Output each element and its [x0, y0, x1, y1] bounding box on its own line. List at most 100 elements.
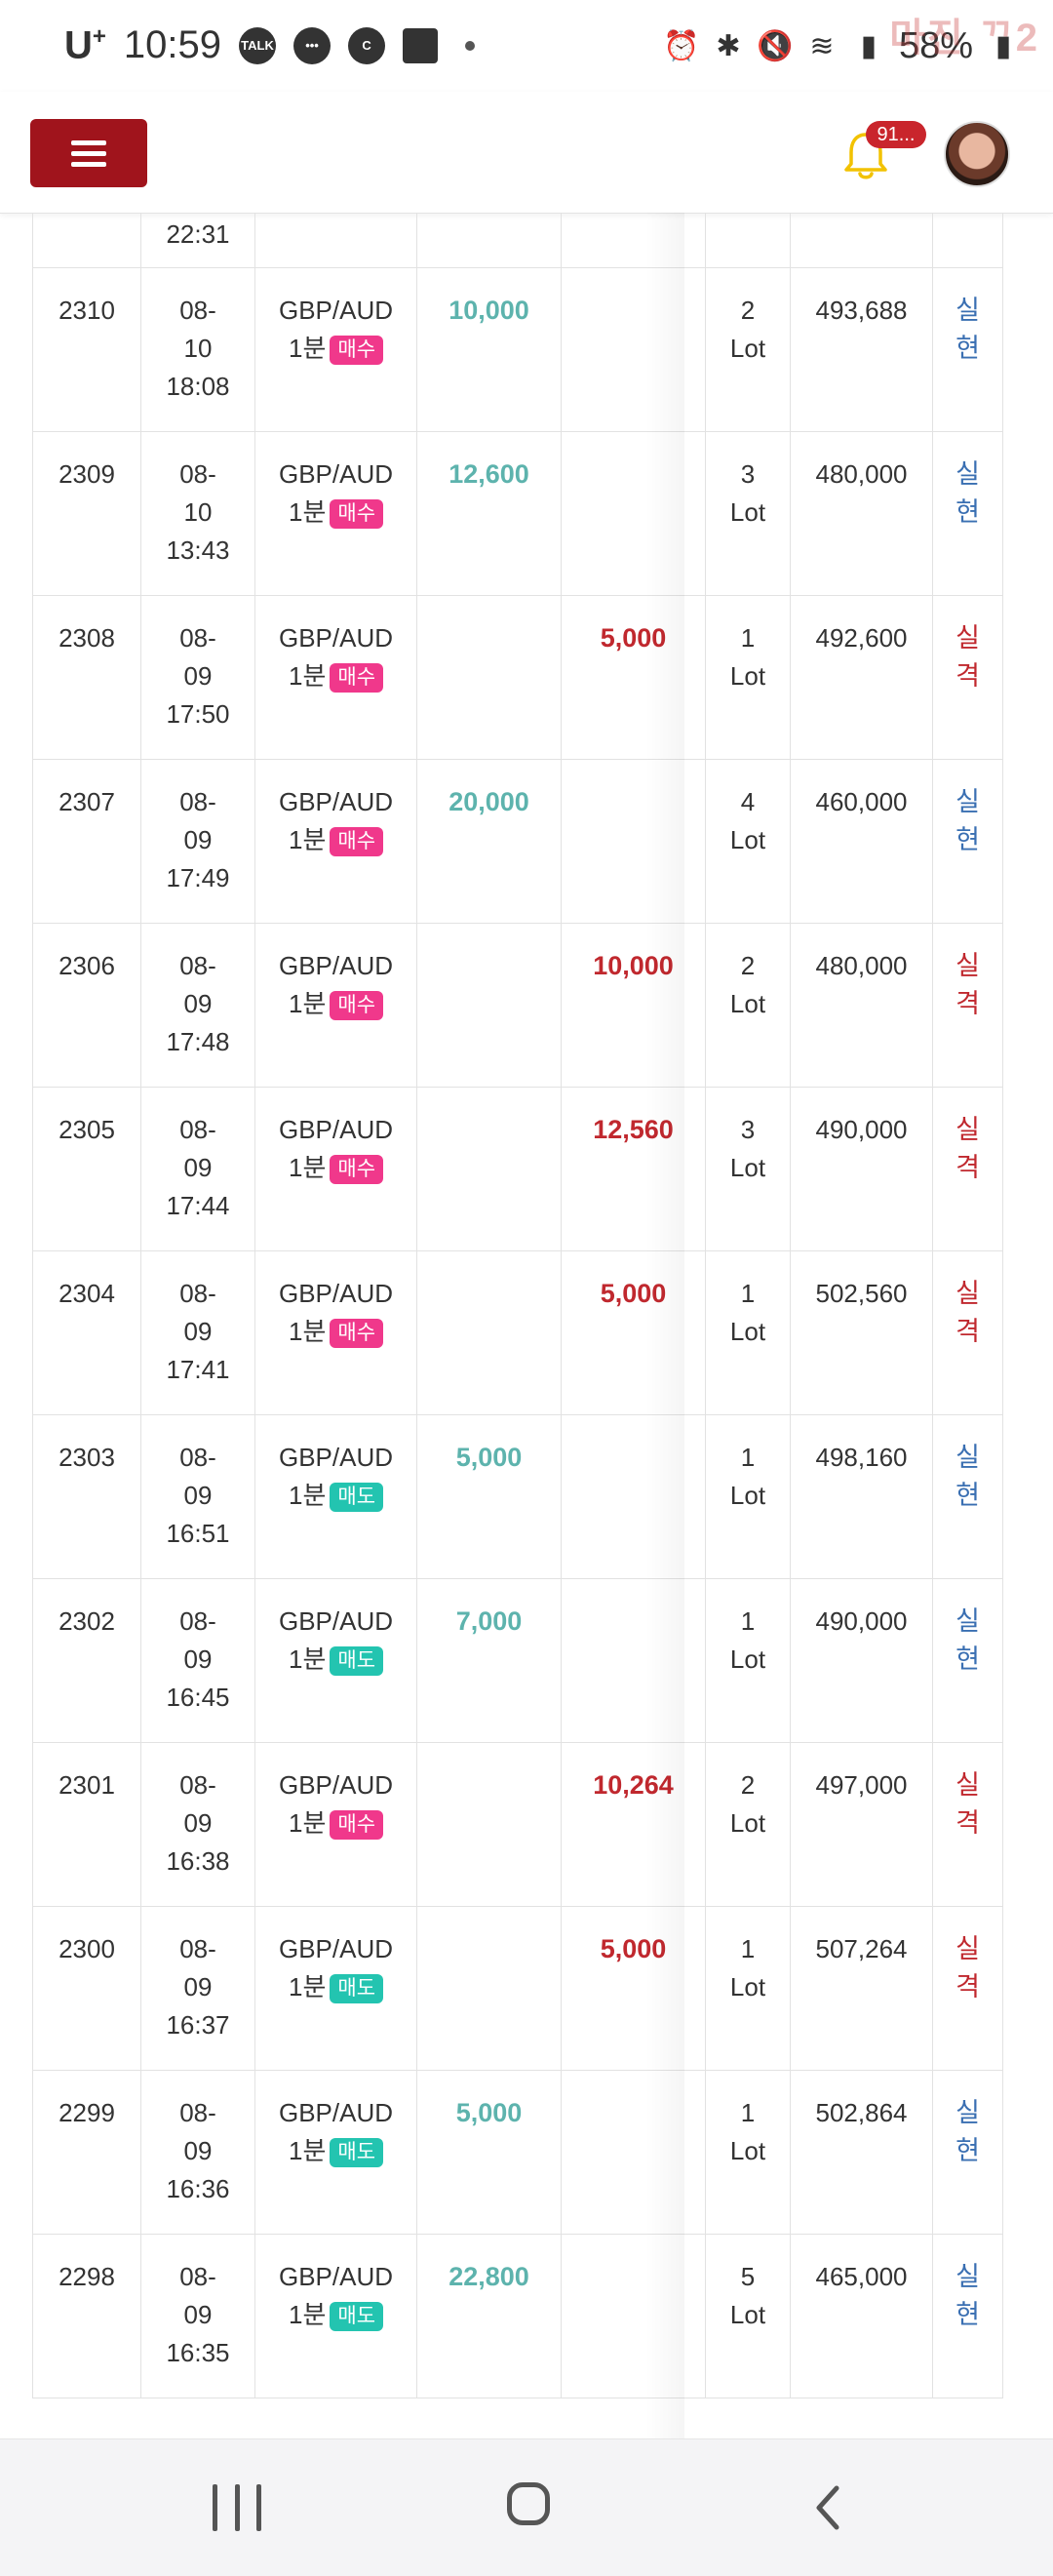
balance-amount: 492,600 — [815, 623, 908, 653]
cell-pair: GBP/AUD 1분 매도 — [254, 1578, 417, 1743]
side-badge: 매수 — [330, 1319, 384, 1349]
cell-pair: GBP/AUD 1분 매수 — [254, 1250, 417, 1415]
balance-amount: 498,160 — [815, 1443, 908, 1472]
cell-datetime: 08- 09 17:44 — [140, 1087, 255, 1251]
hamburger-icon — [71, 139, 106, 145]
result-char-2: 현 — [956, 825, 980, 854]
table-row[interactable]: 2305 08- 09 17:44 GBP/AUD 1분 매수 12,560 3 Lot 490,0… — [32, 1087, 1003, 1251]
cell-pair: GBP/AUD 1분 매도 — [254, 2070, 417, 2235]
table-row[interactable]: 2307 08- 09 17:49 GBP/AUD 1분 매수 20,000 4 Lot 460,0… — [32, 759, 1003, 924]
lot-count: 5 — [740, 2262, 756, 2291]
table-row[interactable]: 2301 08- 09 16:38 GBP/AUD 1분 매수 10,264 2 Lot 497,0… — [32, 1742, 1003, 1907]
date-day: 09 — [183, 2136, 213, 2165]
lot-count: 1 — [740, 623, 756, 653]
period: 1분 — [288, 1808, 327, 1838]
trade-number: 2299 — [58, 2098, 115, 2127]
lot-unit: Lot — [729, 989, 766, 1018]
currency-pair: GBP/AUD — [278, 459, 394, 489]
table-row[interactable]: 2300 08- 09 16:37 GBP/AUD 1분 매도 5,000 1 Lot 507,26… — [32, 1906, 1003, 2071]
cell-profit — [416, 1087, 562, 1251]
cell-balance: 492,600 — [790, 595, 933, 760]
cell-pair: GBP/AUD 1분 매수 — [254, 267, 417, 432]
cell-balance: 497,000 — [790, 1742, 933, 1907]
table-row[interactable]: 2306 08- 09 17:48 GBP/AUD 1분 매수 10,000 2 Lot 480,0… — [32, 923, 1003, 1088]
recent-apps-icon[interactable] — [213, 2484, 261, 2531]
result-char-1: 실 — [956, 1606, 980, 1636]
balance-amount: 460,000 — [815, 787, 908, 816]
cell-datetime: 08- 10 18:08 — [140, 267, 255, 432]
cell-profit — [416, 1742, 562, 1907]
cell-balance: 498,160 — [790, 1414, 933, 1579]
lot-unit: Lot — [729, 2300, 766, 2329]
notification-badge[interactable]: 91... — [866, 121, 926, 148]
cell-profit — [416, 213, 562, 268]
table-row[interactable]: 2308 08- 09 17:50 GBP/AUD 1분 매수 5,000 1 Lot 492,60… — [32, 595, 1003, 760]
c-app-icon: C — [348, 26, 386, 64]
period: 1분 — [288, 661, 327, 691]
cell-datetime: 08- 09 16:36 — [140, 2070, 255, 2235]
lot-count: 2 — [740, 296, 756, 325]
result-char-2: 현 — [956, 1481, 980, 1510]
loss-amount: 10,000 — [593, 951, 674, 980]
result-char-2: 현 — [956, 2136, 980, 2165]
cell-lots: 3 Lot — [705, 1087, 791, 1251]
trade-history-table-container[interactable]: 22:31 2310 08- 10 18:08 GBP/AUD 1분 매수 10,000 2 Lo… — [0, 213, 1053, 2438]
lot-unit: Lot — [729, 1153, 766, 1182]
table-row[interactable]: 2304 08- 09 17:41 GBP/AUD 1분 매수 5,000 1 Lot 502,56… — [32, 1250, 1003, 1415]
cell-balance: 460,000 — [790, 759, 933, 924]
trade-time: 13:43 — [166, 535, 230, 565]
message-icon: ••• — [293, 26, 332, 64]
table-row[interactable]: 2310 08- 10 18:08 GBP/AUD 1분 매수 10,000 2 Lot 493,6… — [32, 267, 1003, 432]
date-day: 10 — [183, 497, 213, 527]
currency-pair: GBP/AUD — [278, 2098, 394, 2127]
trade-time: 16:45 — [166, 1683, 230, 1712]
table-row[interactable]: 2302 08- 09 16:45 GBP/AUD 1분 매도 7,000 1 Lot 490,00… — [32, 1578, 1003, 1743]
result-char-1: 실 — [956, 1115, 980, 1144]
balance-amount: 490,000 — [815, 1115, 908, 1144]
cell-loss: 10,000 — [561, 923, 706, 1088]
table-row[interactable]: 2303 08- 09 16:51 GBP/AUD 1분 매도 5,000 1 Lot 498,16… — [32, 1414, 1003, 1579]
date-month: 08- — [179, 623, 216, 653]
balance-amount: 480,000 — [815, 951, 908, 980]
cell-balance: 493,688 — [790, 267, 933, 432]
lot-unit: Lot — [729, 497, 766, 527]
cell-datetime: 08- 09 17:50 — [140, 595, 255, 760]
cell-pair: GBP/AUD 1분 매도 — [254, 2234, 417, 2398]
signal-icon: ▮ — [860, 29, 878, 62]
kakaotalk-icon: TALK — [239, 26, 277, 64]
table-row[interactable]: 2298 08- 09 16:35 GBP/AUD 1분 매도 22,800 5 Lot 465,0… — [32, 2234, 1003, 2398]
date-day: 09 — [183, 1808, 213, 1838]
cell-datetime: 08- 09 17:41 — [140, 1250, 255, 1415]
cell-loss: 5,000 — [561, 595, 706, 760]
menu-button[interactable] — [30, 119, 147, 187]
back-icon[interactable] — [809, 2484, 848, 2531]
home-icon[interactable] — [507, 2482, 550, 2525]
cell-time: 22:31 — [140, 213, 255, 268]
cell-lots: 1 Lot — [705, 1250, 791, 1415]
balance-amount: 502,864 — [815, 2098, 908, 2127]
profit-amount: 5,000 — [455, 2098, 523, 2127]
result-char-2: 현 — [956, 334, 980, 363]
currency-pair: GBP/AUD — [278, 1443, 394, 1472]
trade-number: 2306 — [58, 951, 115, 980]
date-month: 08- — [179, 1770, 216, 1800]
lot-unit: Lot — [729, 1808, 766, 1838]
table-row[interactable]: 2299 08- 09 16:36 GBP/AUD 1분 매도 5,000 1 Lot 502,86… — [32, 2070, 1003, 2235]
date-day: 09 — [183, 661, 213, 691]
loss-amount: 10,264 — [593, 1770, 674, 1800]
cell-datetime: 08- 09 16:35 — [140, 2234, 255, 2398]
result-char-1: 실 — [956, 2262, 980, 2291]
lot-unit: Lot — [729, 1317, 766, 1346]
cell-profit — [416, 595, 562, 760]
app-header: 91... — [0, 92, 1053, 214]
mute-icon: 🔇 — [757, 29, 794, 62]
avatar[interactable] — [944, 121, 1010, 187]
cell-profit: 5,000 — [416, 1414, 562, 1579]
trade-number: 2301 — [58, 1770, 115, 1800]
table-row[interactable]: 2309 08- 10 13:43 GBP/AUD 1분 매수 12,600 3 Lot 480,0… — [32, 431, 1003, 596]
date-day: 09 — [183, 825, 213, 854]
lot-count: 1 — [740, 1934, 756, 1963]
